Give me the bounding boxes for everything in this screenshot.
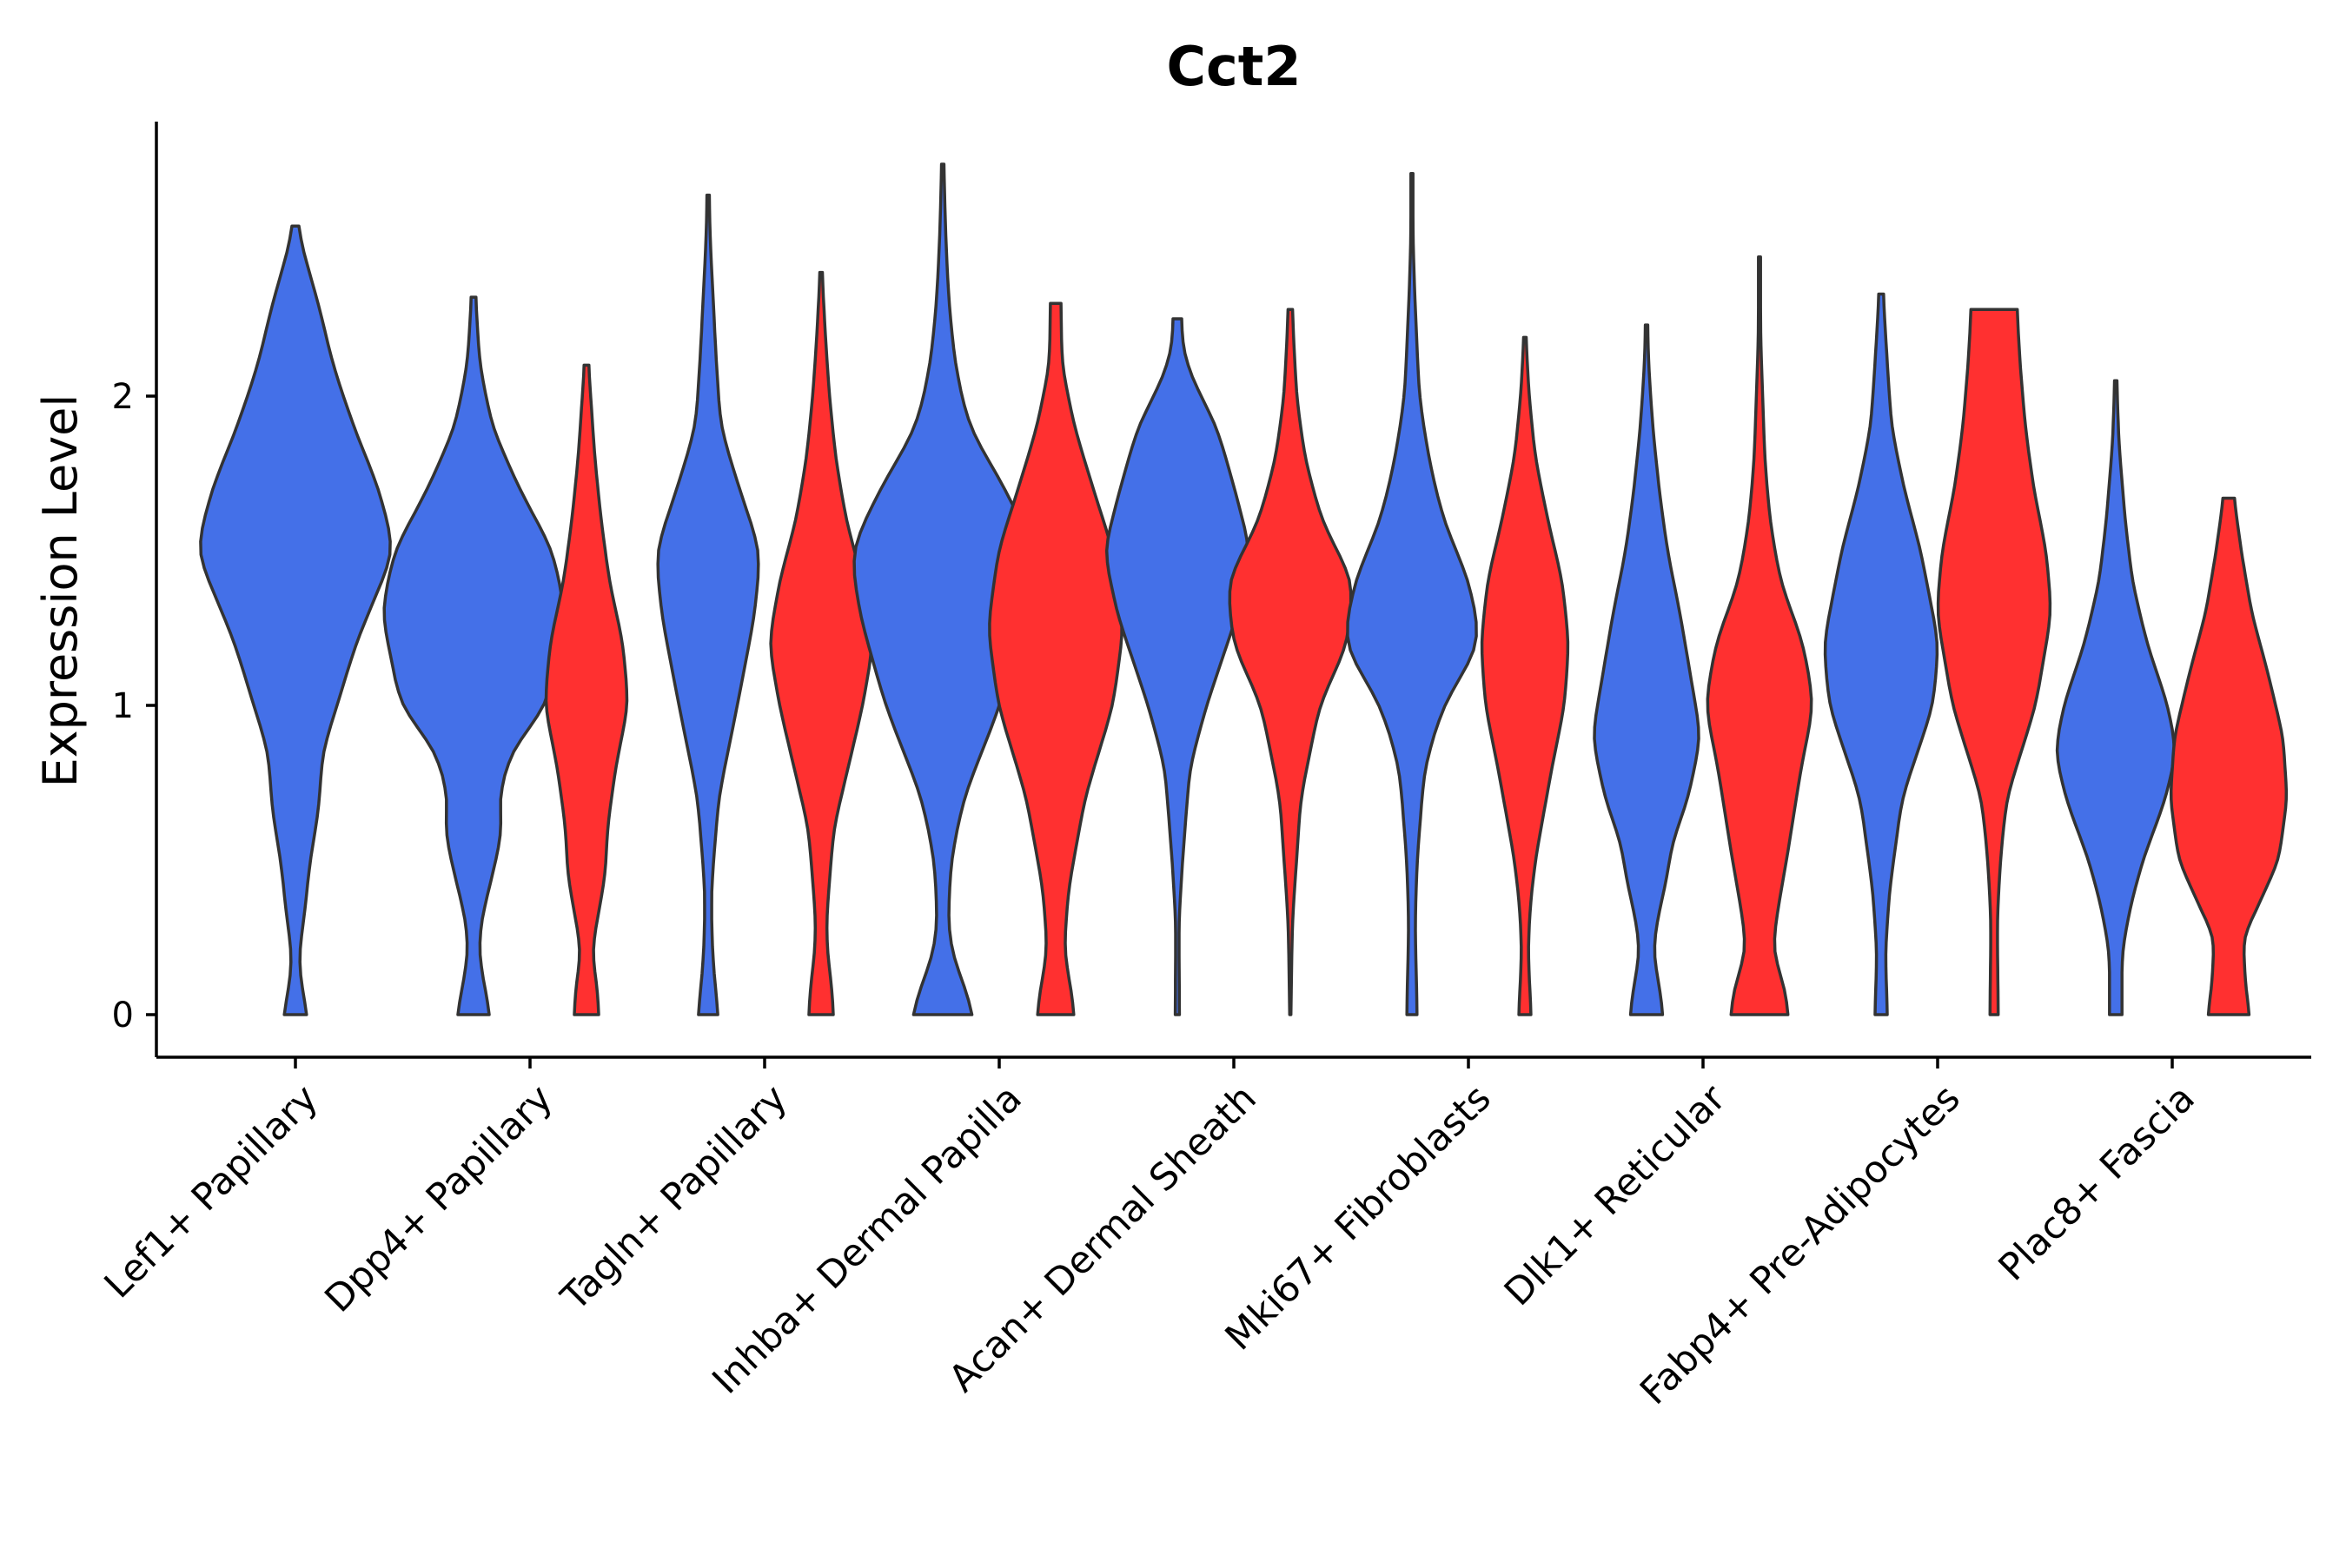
x-tick-label-mki67-fibroblasts: Mki67+ Fibroblasts bbox=[1217, 1076, 1500, 1359]
violin-inhba-dermal-papilla-group_a bbox=[852, 162, 1033, 1016]
y-axis-ticks: 0 1 2 bbox=[112, 377, 156, 1035]
violin-fabp4-pre-adipocytes-group_a bbox=[1823, 292, 1939, 1016]
y-tick-label: 2 bbox=[112, 377, 134, 417]
violin-mki67-fibroblasts-group_a bbox=[1346, 171, 1478, 1016]
violin-layer bbox=[199, 162, 2289, 1016]
x-tick-label-lef1-papillary: Lef1+ Papillary bbox=[96, 1076, 327, 1307]
violin-plac8-fascia-group_b bbox=[2169, 496, 2289, 1016]
violin-inhba-dermal-papilla-group_b bbox=[988, 301, 1123, 1016]
y-tick-label: 1 bbox=[112, 686, 134, 726]
violin-dlk1-reticular-group_b bbox=[1706, 255, 1813, 1016]
x-tick-label-tagln-papillary: Tagln+ Papillary bbox=[553, 1076, 796, 1320]
violin-tagln-papillary-group_b bbox=[769, 270, 873, 1016]
y-axis-label: Expression Level bbox=[33, 394, 88, 788]
violin-dpp4-papillary-group_b bbox=[544, 363, 629, 1016]
violin-acan-dermal-sheath-group_b bbox=[1228, 308, 1353, 1016]
violin-lef1-papillary-group_a bbox=[199, 224, 392, 1016]
chart-title: Cct2 bbox=[1166, 35, 1301, 98]
violin-plac8-fascia-group_a bbox=[2055, 379, 2177, 1016]
violin-dpp4-papillary-group_a bbox=[382, 295, 565, 1016]
x-tick-label-plac8-fascia: Plac8+ Fascia bbox=[1991, 1076, 2204, 1289]
violin-acan-dermal-sheath-group_a bbox=[1104, 317, 1250, 1016]
x-tick-label-dpp4-papillary: Dpp4+ Papillary bbox=[317, 1076, 561, 1320]
y-tick-label: 0 bbox=[112, 996, 134, 1035]
violin-tagln-papillary-group_a bbox=[656, 193, 760, 1016]
violin-fabp4-pre-adipocytes-group_b bbox=[1936, 308, 2052, 1016]
x-tick-label-dlk1-reticular: Dlk1+ Reticular bbox=[1496, 1076, 1734, 1314]
violin-dlk1-reticular-group_a bbox=[1593, 323, 1700, 1016]
violin-mki67-fibroblasts-group_b bbox=[1480, 335, 1570, 1016]
